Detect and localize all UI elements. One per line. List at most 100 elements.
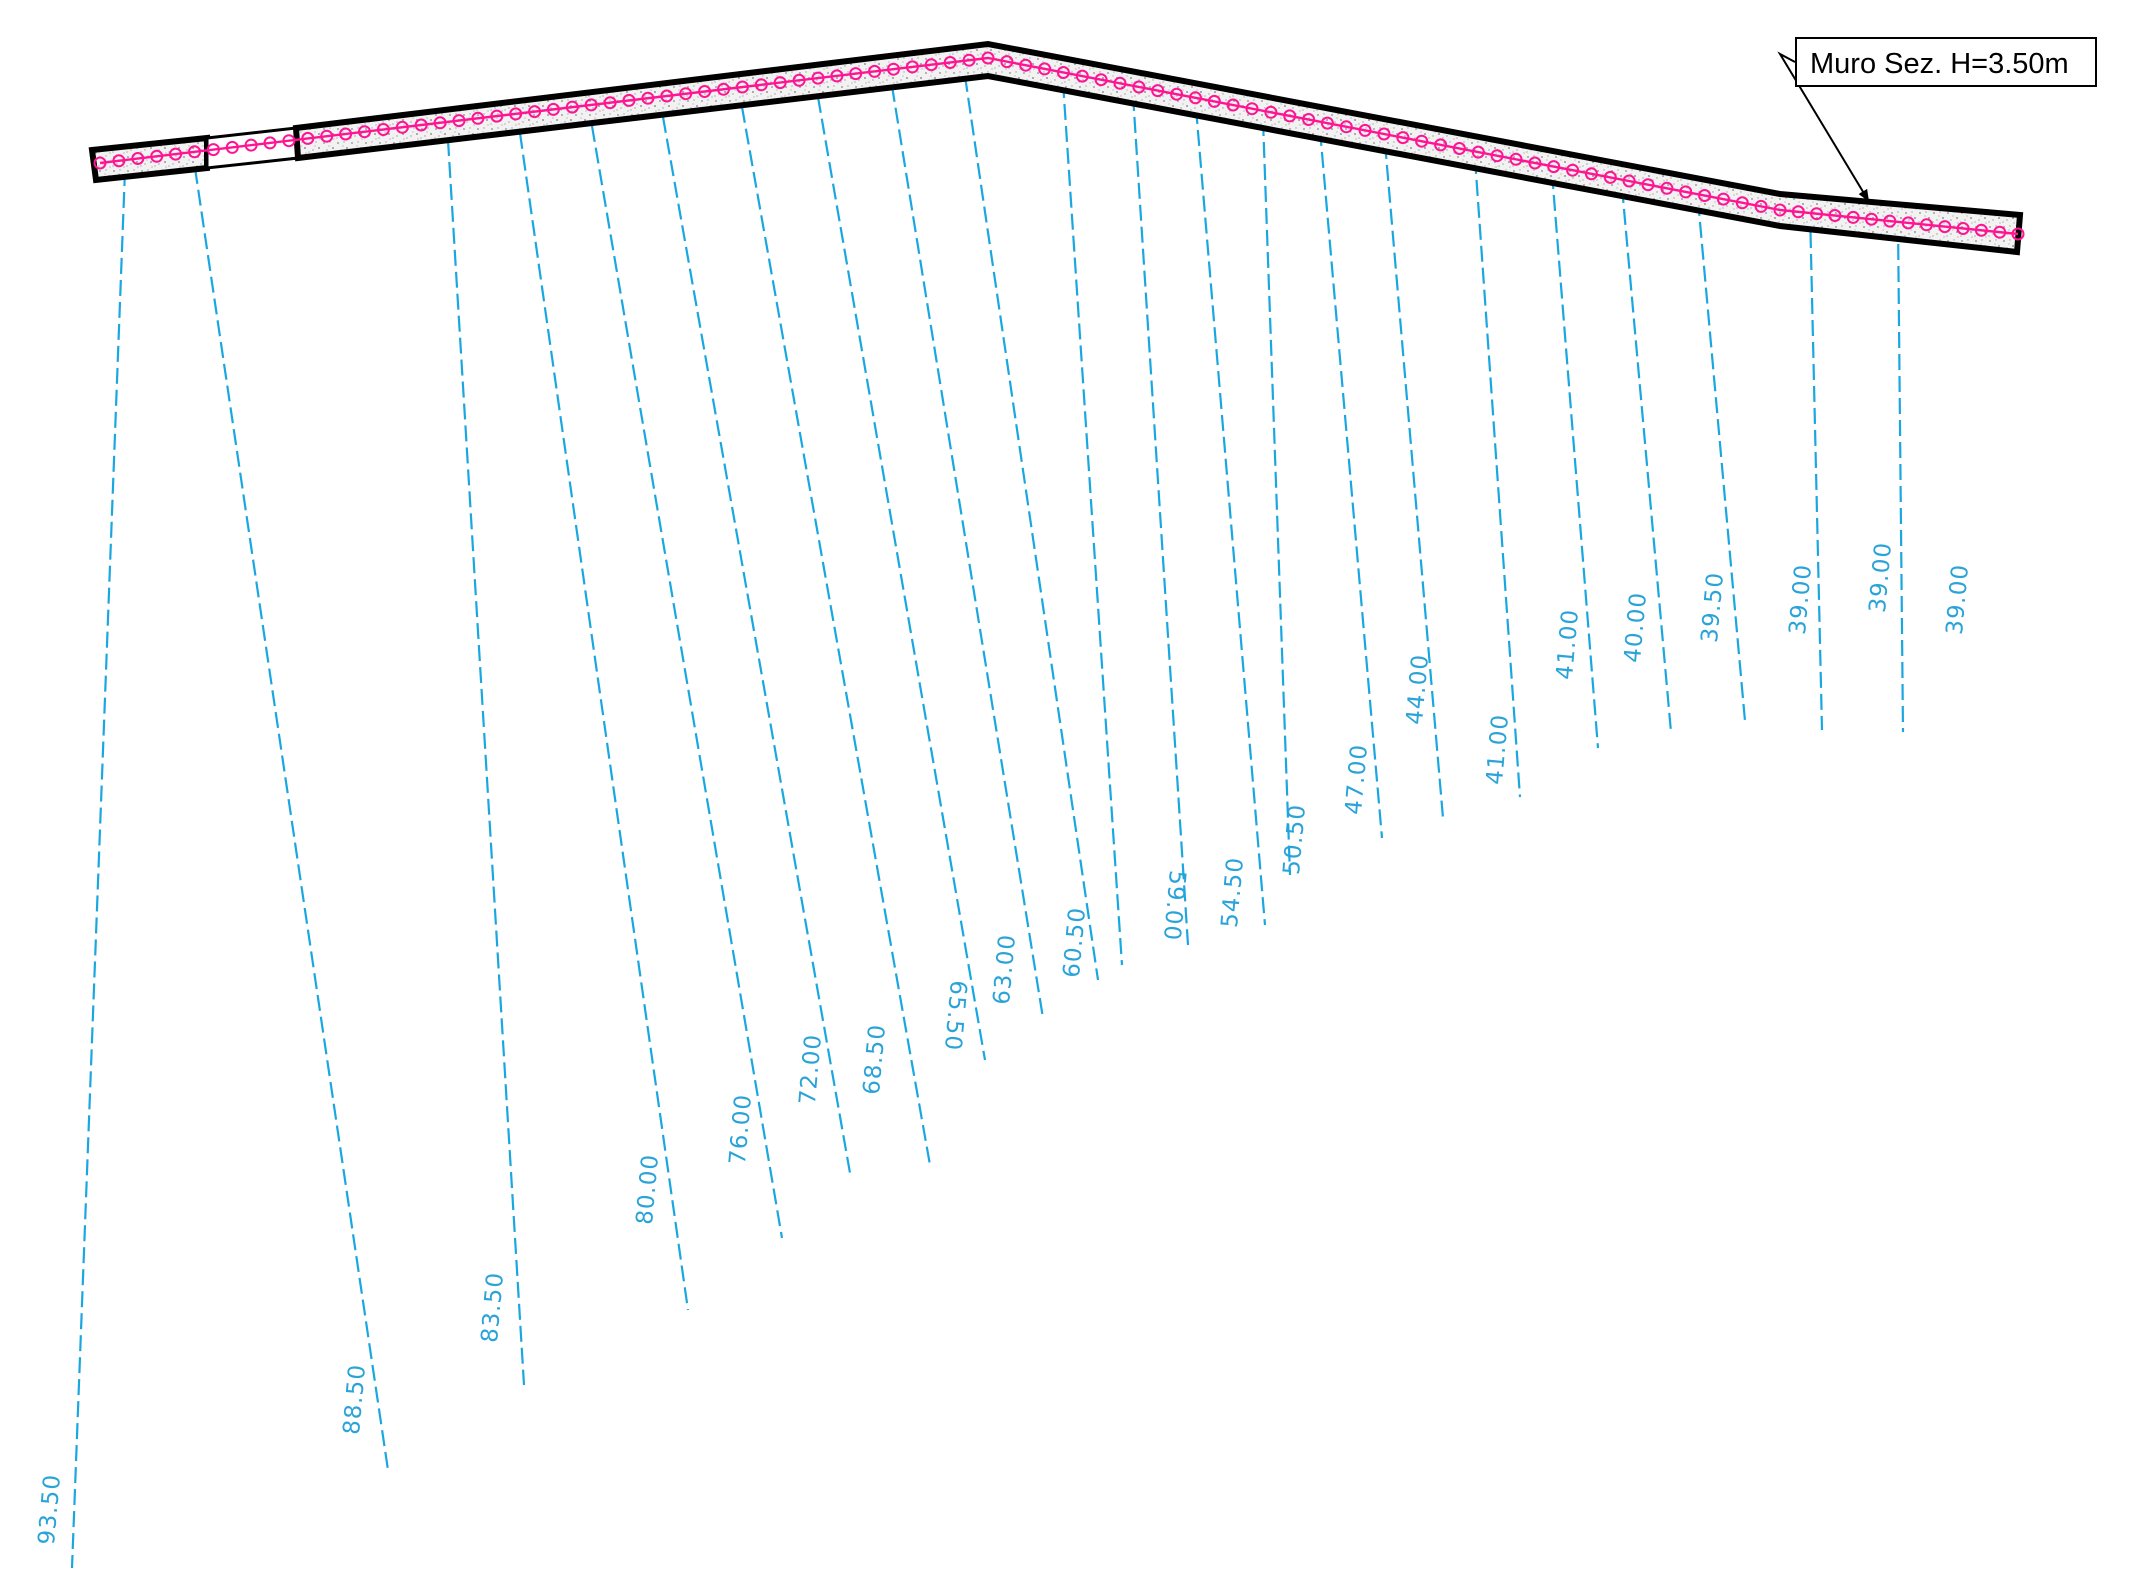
bolt-marker [282,134,296,148]
bolt-marker [1735,196,1749,210]
bolt-marker [1302,113,1316,126]
bolt-marker [622,93,636,107]
anchor-line [1808,209,1824,731]
bolt-marker [1434,138,1448,152]
anchor-line [1473,157,1522,798]
bolt-marker [1207,94,1221,108]
anchor-line [1318,129,1384,839]
bolt-marker [1151,84,1165,98]
bolt-marker [1038,62,1052,76]
bolt-marker [1245,102,1259,116]
bolt-marker [1019,58,1033,72]
bolt-marker [1566,163,1580,177]
anchor-length-label: 50.50 [1279,803,1311,876]
bolt-marker [320,129,334,143]
bolt-marker [1754,199,1768,213]
anchor-length-label: 60.50 [1059,906,1091,979]
bolt-marker [565,100,579,114]
bolt-marker [395,120,409,134]
bolt-marker [905,60,919,74]
bolt-marker [1094,73,1108,87]
bolt-marker [1698,189,1712,202]
bolt-marker [1528,156,1542,170]
bolt-marker [1339,120,1353,134]
bolt-marker [1603,170,1617,184]
bolt-marker [698,85,712,98]
anchor-length-label: 72.00 [795,1033,827,1106]
bolt-marker [1320,116,1334,130]
anchor-line [446,139,526,1386]
bolt-marker [263,136,277,150]
bolt-marker [206,143,220,157]
anchor-line [590,125,784,1239]
bolt-marker [1000,55,1014,69]
anchor-line [963,75,1100,981]
bolt-marker [1938,220,1952,234]
bolt-marker [1132,80,1146,94]
anchor-length-label: 68.50 [859,1023,891,1096]
anchor-length-label: 93.50 [34,1473,66,1546]
anchor-length-label: 39.00 [1865,541,1897,614]
bolt-marker [584,98,598,112]
bolt-marker [1226,98,1240,112]
bolt-marker [754,78,768,92]
bolt-marker [1622,174,1636,188]
bolt-marker [1547,160,1561,174]
bolt-marker [887,62,900,76]
bolt-marker [490,109,504,123]
anchor-line [518,132,690,1311]
anchor-length-label: 65.50 [939,979,971,1052]
bolt-marker [811,71,825,85]
bolt-marker [376,123,390,136]
bolt-marker [1865,212,1878,226]
bolt-marker [150,149,164,163]
bolt-marker [244,138,258,152]
anchor-length-label: 39.00 [1942,563,1974,636]
bolt-marker [112,154,126,168]
anchor-length-label: 76.00 [725,1093,757,1166]
bolt-marker [1974,223,1988,237]
anchor-length-label: 39.50 [1697,571,1729,644]
bolt-marker [225,140,239,154]
anchor-length-label: 80.00 [632,1153,664,1226]
bolt-marker [1415,134,1429,148]
anchor-length-label: 41.00 [1552,608,1584,681]
callout-box [1795,37,2097,87]
anchor-line [890,85,1045,1019]
bolt-axis-line [99,56,2019,236]
wall-callout: Muro Sez. H=3.50m [1777,37,2097,202]
bolt-marker [1920,218,1933,232]
bolt-marker [962,53,976,67]
anchor-length-label: 83.50 [477,1271,509,1344]
anchor-line [1896,221,1905,733]
anchor-line [1061,81,1124,966]
bolt-marker [1883,214,1897,228]
anchor-line [193,167,390,1471]
bolt-marker [433,116,447,130]
bolt-marker [93,156,107,170]
anchor-line [1383,142,1445,819]
bolt-marker [546,102,560,116]
anchor-line [1131,94,1190,946]
bolt-marker [1584,167,1598,181]
anchor-length-label: 47.00 [1341,743,1373,816]
bolt-marker [1358,123,1372,137]
bolt-marker [452,114,466,128]
bolt-marker [679,87,693,101]
bolt-marker [1075,69,1089,83]
bolt-marker [1264,105,1278,119]
anchor-length-label: 54.50 [1217,856,1249,929]
anchor-length-label: 88.50 [339,1363,371,1436]
bolt-marker [2011,227,2025,241]
bolt-marker [1509,152,1523,166]
wall-segment-main [292,40,2024,256]
anchor-line [70,169,127,1569]
anchor-line [1194,107,1267,926]
bolt-marker [1679,185,1693,199]
wall-segment-left [88,134,210,184]
bolt-marker [981,51,995,65]
anchor-line [1261,119,1292,876]
bolt-marker [528,105,542,119]
bolt-marker [868,64,882,78]
